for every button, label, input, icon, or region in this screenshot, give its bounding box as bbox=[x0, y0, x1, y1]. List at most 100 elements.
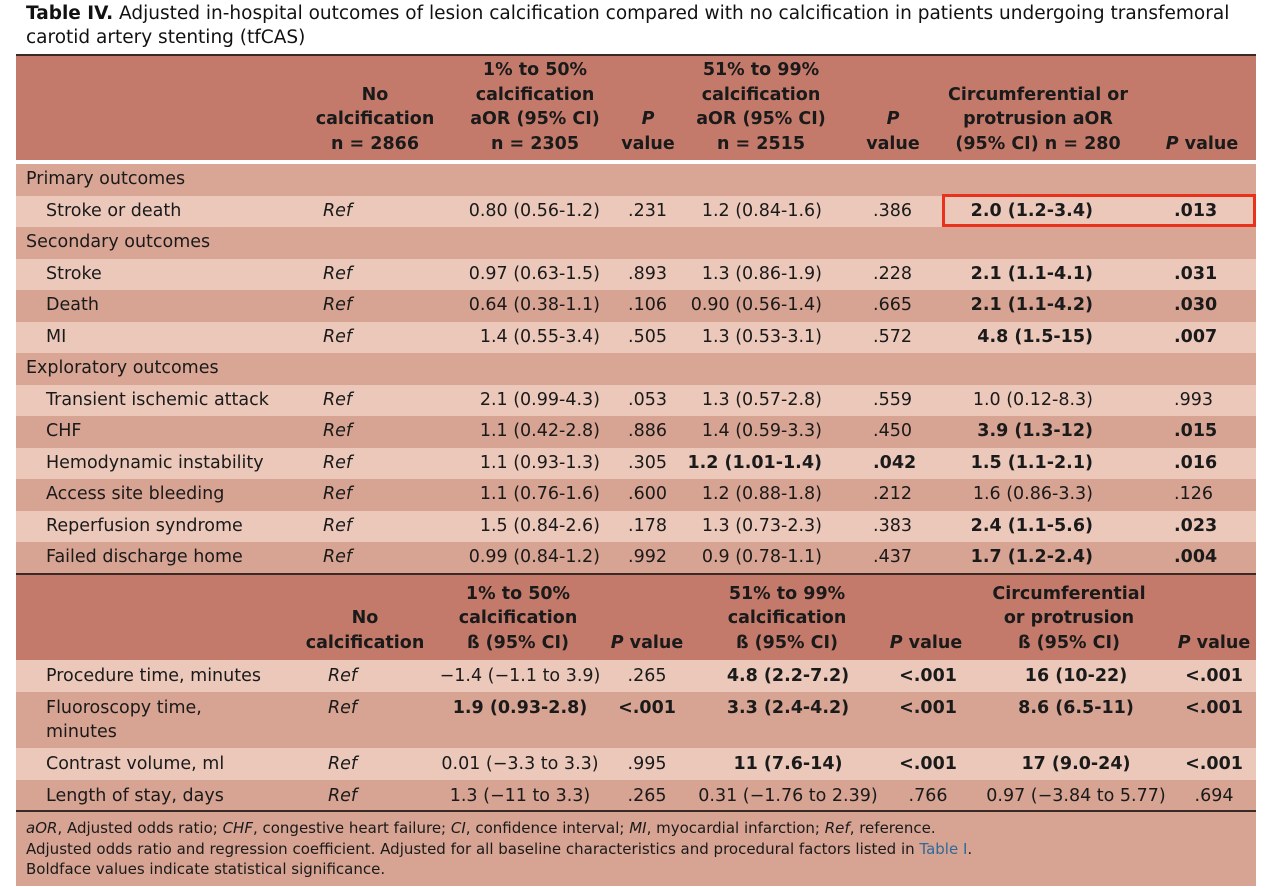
beta-circumferential: 16 (10-22) bbox=[1024, 666, 1128, 686]
p-51-99: .665 bbox=[873, 295, 912, 315]
aor-1-50: 0.80 (0.56-1.2) bbox=[468, 200, 600, 221]
aor-51-99: 1.3 (0.53-3.1) bbox=[701, 326, 822, 347]
abbrev-term: CHF bbox=[222, 819, 253, 837]
p-51-99: .228 bbox=[873, 263, 912, 284]
header-calc-51-99-line: calcification bbox=[701, 84, 821, 105]
table-row: Death Ref 0.64 (0.38-1.1) .106 0.90 (0.56-1.… bbox=[16, 290, 1256, 322]
beta-51-99: 3.3 (2.4-4.2) bbox=[726, 698, 850, 718]
table-i-link[interactable]: Table I bbox=[919, 839, 968, 858]
header-circumferential-line: or protrusion bbox=[1003, 608, 1135, 628]
p-circumferential: <.001 bbox=[1185, 754, 1243, 774]
footnote-period: . bbox=[967, 839, 973, 858]
aor-circumferential: 1.6 (0.86-3.3) bbox=[972, 484, 1093, 504]
beta-circumferential: 17 (9.0-24) bbox=[1021, 754, 1131, 774]
header-value-text: value bbox=[1190, 632, 1251, 653]
header-calc-1-50-line: n = 2305 bbox=[490, 133, 579, 154]
row-label: Transient ischemic attack bbox=[46, 389, 269, 410]
row-label: Reperfusion syndrome bbox=[46, 515, 243, 536]
ref-cell: Ref bbox=[323, 421, 353, 441]
table-row: Transient ischemic attack Ref 2.1 (0.99-4.… bbox=[16, 384, 1256, 416]
abbrev-term: CI bbox=[450, 819, 466, 837]
p-circumferential: .016 bbox=[1174, 452, 1218, 473]
p-1-50: .992 bbox=[628, 547, 667, 567]
header-p-value-line: value bbox=[621, 133, 675, 154]
caption-label: Table IV. bbox=[26, 3, 114, 24]
section-header-row: Exploratory outcomes bbox=[16, 353, 1256, 385]
row-label: Contrast volume, ml bbox=[46, 754, 225, 774]
p-51-99: <.001 bbox=[899, 754, 957, 774]
section-header-row: Secondary outcomes bbox=[16, 227, 1256, 259]
table-row: CHF Ref 1.1 (0.42-2.8) .886 1.4 (0.59-3.3) .4… bbox=[16, 416, 1256, 448]
header-circumferential-line: protrusion aOR bbox=[963, 109, 1113, 129]
header-calc-1-50-line: aOR (95% CI) bbox=[470, 109, 600, 129]
beta-1-50: 1.9 (0.93-2.8) bbox=[452, 698, 588, 718]
abbrev-def: , congestive heart failure; bbox=[252, 819, 451, 837]
abbrev-def: , myocardial infarction; bbox=[646, 819, 825, 837]
section-title: Secondary outcomes bbox=[26, 232, 211, 252]
table-row: Hemodynamic instability Ref 1.1 (0.93-1.3)… bbox=[16, 447, 1256, 479]
p-51-99: .766 bbox=[908, 786, 948, 806]
aor-circumferential: 1.7 (1.2-2.4) bbox=[970, 547, 1093, 567]
table-row: Length of stay, days Ref 1.3 (−11 to 3.3).… bbox=[16, 780, 1256, 812]
aor-1-50: 1.1 (0.93-1.3) bbox=[479, 452, 600, 473]
table-row: Stroke or death Ref 0.80 (0.56-1.2) .231 1.2… bbox=[16, 195, 1256, 227]
header-p-value: P value bbox=[1158, 132, 1246, 157]
row-label: Stroke bbox=[46, 263, 102, 284]
header-row-1: No calcification n = 2866 1% to 50% calcific… bbox=[16, 56, 1256, 160]
ref-cell: Ref bbox=[323, 484, 353, 504]
p-circumferential: <.001 bbox=[1185, 666, 1243, 686]
row-label: Failed discharge home bbox=[46, 547, 243, 567]
aor-circumferential: 3.9 (1.3-12) bbox=[977, 421, 1093, 441]
aor-51-99: 1.4 (0.59-3.3) bbox=[701, 421, 822, 441]
aor-circumferential: 2.4 (1.1-5.6) bbox=[970, 515, 1093, 536]
aor-51-99: 1.3 (0.73-2.3) bbox=[701, 515, 822, 536]
aor-51-99: 1.2 (1.01-1.4) bbox=[687, 452, 822, 473]
beta-1-50: −1.4 (−1.1 to 3.9) bbox=[439, 666, 601, 686]
header-calc-1-50-line: calcification bbox=[458, 608, 578, 628]
p-circumferential: <.001 bbox=[1185, 698, 1243, 718]
abbrev-def: , reference. bbox=[849, 819, 936, 837]
ref-cell: Ref bbox=[323, 263, 353, 284]
header-calc-1-50: 1% to 50% calcification ß (95% CI) bbox=[438, 582, 598, 656]
abbrev-def: , confidence interval; bbox=[465, 819, 630, 837]
header-row-2: No calcification 1% to 50% calcification ß (… bbox=[16, 575, 1256, 660]
aor-circumferential: 1.5 (1.1-2.1) bbox=[970, 452, 1093, 473]
header-calc-51-99-line: ß (95% CI) bbox=[735, 632, 838, 653]
table-row: Failed discharge home Ref 0.99 (0.84-1.2).… bbox=[16, 542, 1256, 574]
p-51-99: .042 bbox=[873, 452, 917, 473]
p-51-99: <.001 bbox=[899, 666, 957, 686]
beta-circumferential: 8.6 (6.5-11) bbox=[1018, 698, 1134, 718]
header-calc-1-50-line: 1% to 50% bbox=[465, 583, 571, 604]
p-circumferential: .030 bbox=[1174, 295, 1218, 315]
row-label: CHF bbox=[46, 421, 82, 441]
p-51-99: .386 bbox=[873, 200, 912, 221]
p-1-50: .995 bbox=[627, 754, 667, 774]
p-1-50: .106 bbox=[628, 295, 667, 315]
p-circumferential: .023 bbox=[1174, 515, 1218, 536]
table-row: Fluoroscopy time, minutes Ref 1.9 (0.93-2.8… bbox=[16, 692, 1256, 748]
ref-cell: Ref bbox=[328, 754, 358, 774]
ref-cell: Ref bbox=[323, 389, 353, 410]
ref-cell: Ref bbox=[323, 515, 353, 536]
header-p-value-line: P bbox=[886, 109, 900, 129]
ref-cell: Ref bbox=[323, 326, 353, 347]
p-1-50: .886 bbox=[628, 421, 667, 441]
header-p-italic: P bbox=[1177, 632, 1191, 653]
aor-1-50: 0.64 (0.38-1.1) bbox=[468, 295, 600, 315]
footnote-abbreviations: aOR, Adjusted odds ratio; CHF, congestiv… bbox=[26, 818, 1246, 839]
table-row: MI Ref 1.4 (0.55-3.4) .505 1.3 (0.53-3.1) .57… bbox=[16, 321, 1256, 353]
table-footnote: aOR, Adjusted odds ratio; CHF, congestiv… bbox=[16, 812, 1256, 886]
row-label: Access site bleeding bbox=[46, 484, 225, 504]
header-calc-1-50: 1% to 50% calcification aOR (95% CI) n = 23… bbox=[455, 58, 615, 156]
caption-text: Adjusted in-hospital outcomes of lesion … bbox=[26, 3, 1230, 48]
aor-circumferential: 1.0 (0.12-8.3) bbox=[972, 389, 1093, 410]
aor-51-99: 0.9 (0.78-1.1) bbox=[701, 547, 822, 567]
aor-51-99: 1.3 (0.86-1.9) bbox=[701, 263, 822, 284]
ref-cell: Ref bbox=[328, 786, 358, 806]
row-label: Procedure time, minutes bbox=[46, 666, 261, 686]
header-no-calcification: No calcification n = 2866 bbox=[295, 83, 455, 157]
aor-1-50: 1.1 (0.76-1.6) bbox=[479, 484, 600, 504]
header-circumferential: Circumferential or protrusion ß (95% CI) bbox=[969, 582, 1169, 656]
p-circumferential: .694 bbox=[1194, 786, 1234, 806]
